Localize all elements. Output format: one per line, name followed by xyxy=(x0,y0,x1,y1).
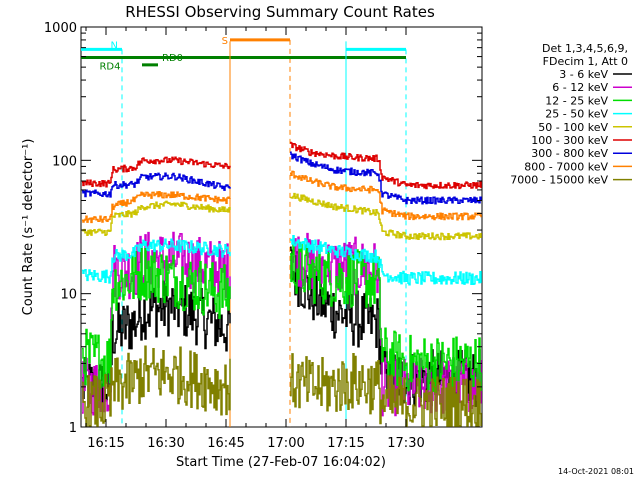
x-axis-label: Start Time (27-Feb-07 16:04:02) xyxy=(176,455,386,470)
legend-entry-label: 6 - 12 keV xyxy=(552,81,608,94)
legend-entry-label: 300 - 800 keV xyxy=(531,147,608,160)
y-axis: 1 10 100 1000 xyxy=(44,21,482,436)
x-tick-label: 16:45 xyxy=(207,436,244,451)
annotation-label: S xyxy=(222,36,228,47)
legend-entry-label: 50 - 100 keV xyxy=(538,121,608,134)
annotation-label: RD0 xyxy=(162,53,183,64)
legend-entry-label: 12 - 25 keV xyxy=(545,94,608,107)
series-layer xyxy=(82,141,482,427)
y-tick-label: 10 xyxy=(60,288,77,303)
series-line xyxy=(82,241,482,394)
x-tick-label: 16:15 xyxy=(87,436,124,451)
y-axis-label: Count Rate (s⁻¹ detector⁻¹) xyxy=(21,139,36,316)
series-line xyxy=(82,231,482,417)
timestamp: 14-Oct-2021 08:01 xyxy=(558,467,634,476)
x-tick-label: 17:00 xyxy=(267,436,304,451)
legend-entry-label: 25 - 50 keV xyxy=(545,108,608,121)
legend-entry-label: 100 - 300 keV xyxy=(531,134,608,147)
x-tick-label: 17:30 xyxy=(387,436,424,451)
legend-entry-label: 7000 - 15000 keV xyxy=(510,174,608,187)
legend-entry-label: 3 - 6 keV xyxy=(559,68,608,81)
series-line xyxy=(82,234,482,286)
legend-header-line-2: FDecim 1, Att 0 xyxy=(543,55,628,68)
y-tick-label: 100 xyxy=(52,154,77,169)
series-line xyxy=(82,151,482,205)
series-line xyxy=(82,141,482,190)
series-line xyxy=(82,192,482,241)
legend-entry-label: 800 - 7000 keV xyxy=(524,160,608,173)
chart-title: RHESSI Observing Summary Count Rates xyxy=(125,3,435,21)
annotation-label: RD4 xyxy=(99,62,120,73)
x-axis: 16:15 16:30 16:45 17:00 17:15 17:30 xyxy=(85,27,425,451)
plot-frame xyxy=(80,26,483,428)
x-tick-label: 17:15 xyxy=(327,436,364,451)
annotation-layer: N S RD4 RD0 xyxy=(81,36,407,427)
legend-header-line-1: Det 1,3,4,5,6,9, xyxy=(542,42,628,55)
x-tick-label: 16:30 xyxy=(147,436,184,451)
y-tick-label: 1 xyxy=(69,421,77,436)
annotation-label: N xyxy=(111,40,118,51)
y-tick-label: 1000 xyxy=(44,21,77,36)
series-line xyxy=(82,345,482,427)
legend: Det 1,3,4,5,6,9, FDecim 1, Att 0 3 - 6 k… xyxy=(510,42,632,187)
series-line xyxy=(82,170,482,224)
